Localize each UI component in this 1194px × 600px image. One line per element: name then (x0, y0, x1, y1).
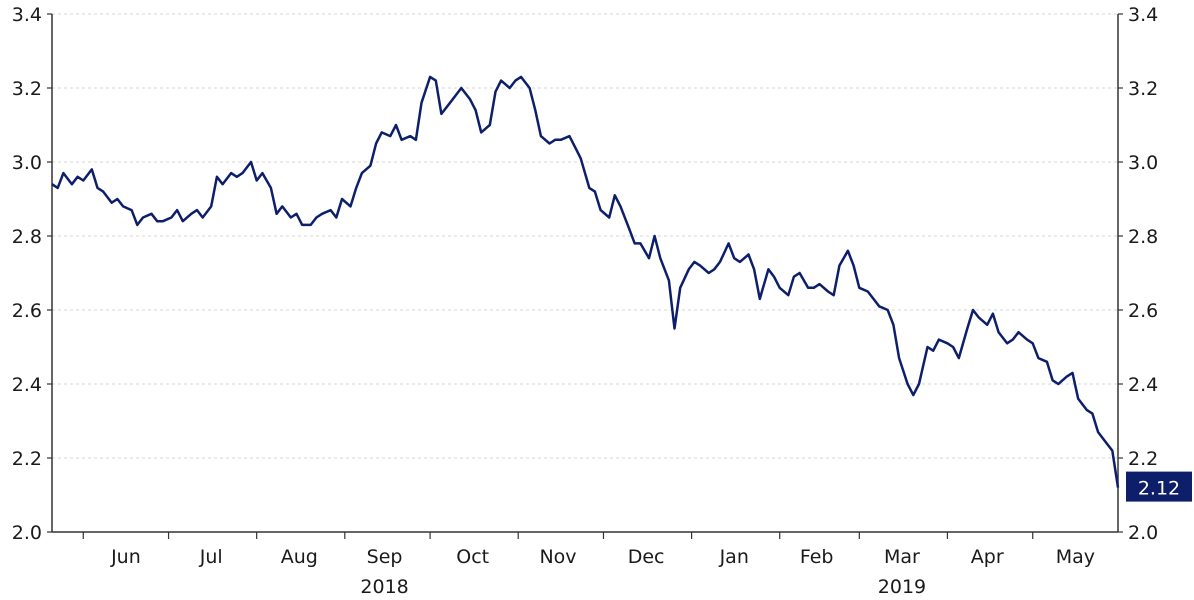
y-tick-label-right: 2.0 (1128, 522, 1158, 544)
y-tick-label-right: 3.4 (1128, 4, 1158, 26)
y-tick-label-right: 3.0 (1128, 152, 1158, 174)
y-tick-label-left: 3.0 (12, 152, 42, 174)
last-value-badge: 2.12 (1126, 471, 1192, 502)
x-tick-label: Dec (628, 546, 665, 568)
x-tick-label: Sep (367, 546, 403, 568)
last-value-label: 2.12 (1138, 478, 1180, 500)
x-tick-label: May (1056, 546, 1095, 568)
x-tick-label: Oct (456, 546, 489, 568)
y-tick-label-right: 3.2 (1128, 78, 1158, 100)
y-tick-label-right: 2.2 (1128, 448, 1158, 470)
x-axis-month-labels: Jun Jul Aug Sep Oct Nov Dec Jan Feb Mar Apr May (110, 546, 1095, 568)
last-value-badge-bg (1126, 471, 1192, 502)
x-axis-year-labels: 2018 2019 (360, 576, 926, 598)
x-axis-ticks (82, 532, 1034, 539)
x-tick-label: Jun (110, 546, 141, 568)
y-tick-label-left: 2.4 (12, 374, 42, 396)
y-tick-label-left: 3.4 (12, 4, 42, 26)
x-tick-label: Mar (884, 546, 920, 568)
year-label: 2019 (878, 576, 926, 598)
x-tick-label: Feb (800, 546, 834, 568)
axes (47, 13, 1123, 533)
x-tick-label: Aug (281, 546, 318, 568)
y-tick-label-left: 2.8 (12, 226, 42, 248)
y-tick-label-left: 2.0 (12, 522, 42, 544)
x-tick-label: Jan (719, 546, 749, 568)
x-tick-label: Apr (971, 546, 1004, 568)
x-tick-label: Jul (199, 546, 223, 568)
gridlines (52, 13, 1118, 459)
y-tick-label-left: 3.2 (12, 78, 42, 100)
y-tick-label-left: 2.6 (12, 300, 42, 322)
series-line (51, 75, 1120, 488)
y-axis-right-labels: 2.0 2.2 2.4 2.6 2.8 3.0 3.2 3.4 (1128, 4, 1158, 544)
y-tick-label-right: 2.4 (1128, 374, 1158, 396)
x-tick-label: Nov (539, 546, 576, 568)
y-tick-label-right: 2.6 (1128, 300, 1158, 322)
year-label: 2018 (360, 576, 408, 598)
y-tick-label-left: 2.2 (12, 448, 42, 470)
y-tick-label-right: 2.8 (1128, 226, 1158, 248)
y-axis-left-labels: 2.0 2.2 2.4 2.6 2.8 3.0 3.2 3.4 (12, 4, 42, 544)
